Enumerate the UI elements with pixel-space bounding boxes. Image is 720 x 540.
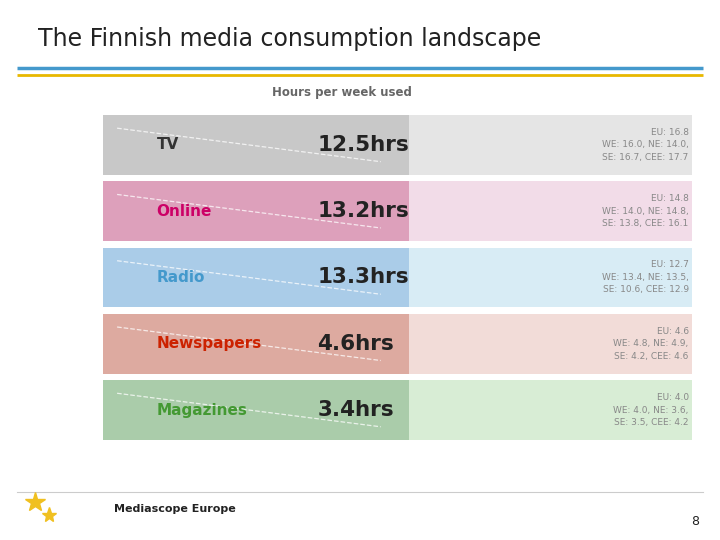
Text: EU: 14.8
WE: 14.0, NE: 14.8,
SE: 13.8, CEE: 16.1: EU: 14.8 WE: 14.0, NE: 14.8, SE: 13.8, C…	[602, 194, 688, 228]
FancyBboxPatch shape	[409, 314, 692, 374]
Text: 13.2hrs: 13.2hrs	[317, 201, 409, 221]
Text: Radio: Radio	[156, 270, 204, 285]
Text: Mediascope Europe: Mediascope Europe	[114, 504, 235, 515]
Text: 13.3hrs: 13.3hrs	[317, 267, 409, 287]
Text: Newspapers: Newspapers	[156, 336, 261, 351]
FancyBboxPatch shape	[409, 115, 692, 175]
FancyBboxPatch shape	[103, 115, 409, 175]
Text: EU: 12.7
WE: 13.4, NE: 13.5,
SE: 10.6, CEE: 12.9: EU: 12.7 WE: 13.4, NE: 13.5, SE: 10.6, C…	[602, 260, 688, 294]
Text: EU: 4.6
WE: 4.8, NE: 4.9,
SE: 4.2, CEE: 4.6: EU: 4.6 WE: 4.8, NE: 4.9, SE: 4.2, CEE: …	[613, 327, 688, 361]
FancyBboxPatch shape	[409, 380, 692, 440]
Text: EU: 16.8
WE: 16.0, NE: 14.0,
SE: 16.7, CEE: 17.7: EU: 16.8 WE: 16.0, NE: 14.0, SE: 16.7, C…	[602, 128, 688, 162]
Text: Online: Online	[156, 204, 212, 219]
FancyBboxPatch shape	[103, 247, 409, 307]
Text: TV: TV	[156, 138, 179, 152]
Text: Hours per week used: Hours per week used	[272, 86, 412, 99]
Text: 12.5hrs: 12.5hrs	[317, 135, 409, 155]
FancyBboxPatch shape	[103, 314, 409, 374]
Text: EU: 4.0
WE: 4.0, NE: 3.6,
SE: 3.5, CEE: 4.2: EU: 4.0 WE: 4.0, NE: 3.6, SE: 3.5, CEE: …	[613, 393, 688, 427]
Text: The Finnish media consumption landscape: The Finnish media consumption landscape	[38, 27, 541, 51]
Text: 4.6hrs: 4.6hrs	[317, 334, 394, 354]
FancyBboxPatch shape	[409, 181, 692, 241]
Text: 3.4hrs: 3.4hrs	[317, 400, 394, 420]
Text: Magazines: Magazines	[156, 402, 247, 417]
FancyBboxPatch shape	[103, 380, 409, 440]
FancyBboxPatch shape	[103, 181, 409, 241]
Text: 8: 8	[691, 515, 699, 528]
FancyBboxPatch shape	[409, 247, 692, 307]
